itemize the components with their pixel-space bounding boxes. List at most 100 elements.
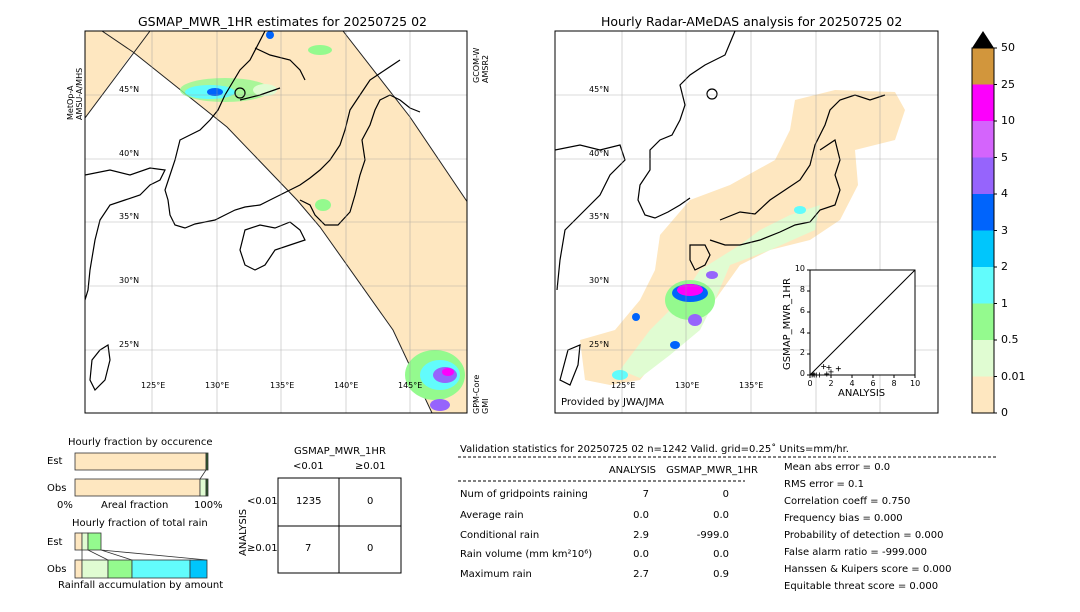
- colorbar-segment: [972, 340, 994, 377]
- score-text: Equitable threat score = 0.000: [784, 581, 939, 592]
- colorbar-label: 4: [1001, 187, 1008, 200]
- score-text: Probability of detection = 0.000: [784, 530, 944, 541]
- lat-label: 30°N: [119, 276, 140, 285]
- x-min-label: 0%: [57, 500, 73, 511]
- one-to-one-line: [809, 269, 916, 376]
- stat-label: Maximum rain: [460, 569, 532, 580]
- total-rain-title: Hourly fraction of total rain: [72, 518, 208, 529]
- y-tick-label: 8: [799, 285, 805, 294]
- lat-label: 25°N: [589, 340, 610, 349]
- radar-coverage: [580, 90, 905, 385]
- colorbar-segment: [972, 194, 994, 231]
- obs-bar-dry: [74, 478, 201, 497]
- stat-label: Conditional rain: [460, 530, 540, 541]
- col-header-analysis: ANALYSIS: [608, 465, 656, 476]
- stat-label: Rain volume (mm km²10⁶): [460, 549, 593, 560]
- scatter-point: [821, 364, 827, 370]
- rain-cells: [612, 205, 820, 380]
- lon-label: 135°E: [270, 381, 295, 390]
- colorbar-label: 50: [1001, 41, 1015, 54]
- scatter-points: [807, 364, 841, 378]
- right-map-frame: [554, 30, 939, 414]
- left-map-title: GSMAP_MWR_1HR estimates for 20250725 02: [138, 14, 427, 29]
- x-max-label: 100%: [194, 500, 223, 511]
- connector: [199, 469, 207, 480]
- rain-cells: [180, 31, 465, 411]
- occurrence-bars: [74, 452, 209, 497]
- scatter-point: [824, 371, 830, 377]
- colorbar-label: 0.01: [1001, 369, 1026, 383]
- y-tick-label: 10: [794, 264, 805, 273]
- y-tick-label: 4: [799, 327, 805, 336]
- lon-label: 125°E: [141, 381, 166, 390]
- col-label: <0.01: [293, 461, 324, 472]
- sat-label-gcom: GCOM-W: [472, 47, 481, 83]
- x-tick-label: 0: [807, 379, 813, 388]
- colorbar-extend-triangle: [972, 31, 994, 48]
- cell: 0: [367, 496, 374, 507]
- total-rain-xlabel: Rainfall accumulation by amount: [58, 580, 224, 591]
- credit-text: Provided by JWA/JMA: [561, 397, 664, 408]
- scatter-ticks: [807, 269, 916, 378]
- y-tick-label: 6: [799, 306, 805, 315]
- col-label: ≥0.01: [355, 461, 386, 472]
- y-tick-label: 2: [799, 348, 805, 357]
- row-label: <0.01: [247, 496, 278, 507]
- colorbar-label: 0.5: [1001, 333, 1019, 346]
- sat-label-metop: MetOp-A: [66, 85, 75, 120]
- sat-label-gpm: GPM-Core: [472, 374, 481, 414]
- stat-analysis-value: 2.7: [633, 569, 649, 580]
- lat-label: 45°N: [119, 85, 140, 94]
- row-label-est: Est: [47, 537, 63, 548]
- colorbar-label: 3: [1001, 223, 1008, 237]
- colorbar: [971, 31, 997, 414]
- right-map: [555, 31, 938, 413]
- col-header-gsmap: GSMAP_MWR_1HR: [666, 465, 758, 476]
- x-tick-label: 8: [891, 379, 897, 388]
- occurrence-xlabel: Areal fraction: [101, 500, 169, 511]
- stat-gsmap-value: -999.0: [696, 530, 729, 541]
- colorbar-label: 2: [1001, 260, 1008, 273]
- x-tick-label: 10: [910, 379, 921, 388]
- score-text: RMS error = 0.1: [784, 479, 864, 490]
- colorbar-segment: [972, 121, 994, 158]
- no-data-region: [85, 52, 432, 413]
- sat-label-amsu: AMSU-A/MHS: [75, 67, 84, 120]
- y-tick-label: 0: [799, 369, 805, 378]
- score-text: Frequency bias = 0.000: [784, 513, 903, 524]
- coastlines: [85, 31, 421, 392]
- lon-label: 125°E: [611, 381, 636, 390]
- total-rain-bars: [74, 532, 208, 579]
- colorbar-segment: [972, 267, 994, 304]
- stat-analysis-value: 0.0: [633, 549, 649, 560]
- contingency-grid: [277, 477, 402, 574]
- row-label-est: Est: [47, 456, 63, 467]
- cell: 1235: [296, 496, 322, 507]
- lat-label: 35°N: [119, 212, 140, 221]
- lat-label: 45°N: [589, 85, 610, 94]
- stat-gsmap-value: 0: [722, 489, 729, 500]
- x-tick-label: 6: [870, 379, 876, 388]
- colorbar-label: 25: [1001, 77, 1015, 91]
- lat-label: 35°N: [589, 212, 610, 221]
- left-map: [85, 31, 467, 413]
- colorbar-segment: [972, 84, 994, 121]
- contingency-title: GSMAP_MWR_1HR: [294, 446, 386, 457]
- lon-label: 130°E: [205, 381, 230, 390]
- stat-gsmap-value: 0.9: [713, 569, 729, 580]
- stat-gsmap-value: 0.0: [713, 549, 729, 560]
- row-label-obs: Obs: [47, 483, 67, 494]
- colorbar-label: 0: [1001, 406, 1008, 419]
- lon-label: 145°E: [398, 381, 423, 390]
- occurrence-title: Hourly fraction by occurence: [68, 437, 213, 448]
- scatter-point: [835, 366, 841, 372]
- gridlines: [85, 31, 467, 413]
- cell: 0: [367, 543, 374, 554]
- scatter-point: [826, 365, 832, 371]
- lat-label: 30°N: [589, 276, 610, 285]
- cell: 7: [305, 543, 312, 554]
- x-tick-label: 4: [849, 379, 855, 388]
- scatter-ylabel: GSMAP_MWR_1HR: [782, 278, 793, 370]
